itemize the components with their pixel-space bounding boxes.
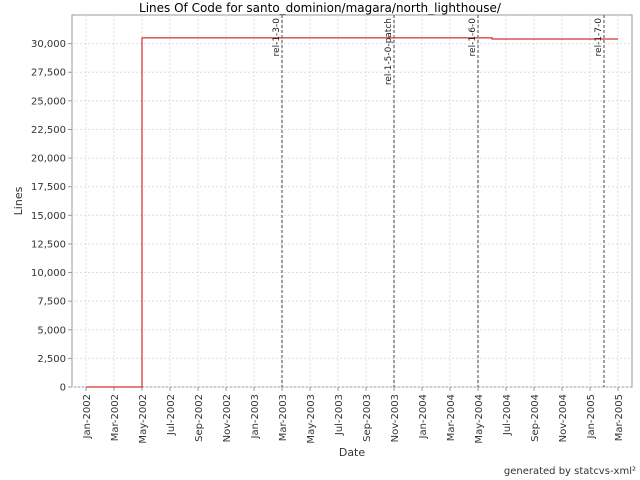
x-tick-label: Jan-2003	[250, 394, 261, 439]
x-tick-label: Jul-2004	[502, 394, 513, 436]
x-tick-label: May-2004	[474, 394, 485, 444]
plot-area	[71, 14, 633, 388]
y-tick-label: 7,500	[37, 297, 66, 308]
x-tick-label: Nov-2002	[222, 394, 233, 442]
x-tick-label: Jul-2002	[166, 394, 177, 436]
x-tick-label: May-2003	[306, 394, 317, 444]
y-tick-label: 30,000	[31, 39, 66, 50]
chart-title: Lines Of Code for santo_dominion/magara/…	[139, 1, 502, 15]
release-label: rel-1-6-0	[468, 18, 478, 57]
footer: generated by statcvs-xml²	[504, 466, 636, 477]
x-tick-label: Mar-2002	[110, 394, 121, 441]
x-tick-label: Mar-2003	[278, 394, 289, 441]
y-tick-label: 25,000	[31, 96, 66, 107]
x-tick-label: Jan-2002	[82, 394, 93, 439]
x-tick-label: Mar-2004	[446, 394, 457, 441]
release-label: rel-1-7-0	[594, 18, 604, 57]
y-axis-label: Lines	[12, 186, 25, 215]
release-label: rel-1-3-0	[272, 18, 282, 57]
y-tick-label: 2,500	[37, 354, 66, 365]
y-tick-label: 12,500	[31, 239, 66, 250]
x-tick-label: Sep-2004	[530, 394, 541, 442]
x-tick-label: Nov-2004	[558, 394, 569, 442]
x-tick-label: May-2002	[138, 394, 149, 444]
x-tick-label: Jan-2005	[586, 394, 597, 439]
x-tick-label: Mar-2005	[614, 394, 625, 441]
x-tick-label: Nov-2003	[390, 394, 401, 442]
x-tick-label: Jan-2004	[418, 394, 429, 439]
y-tick-label: 5,000	[37, 325, 66, 336]
y-tick-label: 10,000	[31, 268, 66, 279]
x-tick-label: Sep-2002	[194, 394, 205, 442]
data-line	[86, 37, 618, 388]
release-label: rel-1-5-0-patch	[384, 18, 394, 85]
y-tick-label: 22,500	[31, 125, 66, 136]
y-tick-label: 0	[60, 383, 66, 394]
y-tick-label: 27,500	[31, 68, 66, 79]
x-tick-label: Jul-2003	[334, 394, 345, 436]
y-tick-label: 17,500	[31, 182, 66, 193]
x-tick-label: Sep-2003	[362, 394, 373, 442]
y-tick-label: 20,000	[31, 154, 66, 165]
x-axis-label: Date	[339, 446, 366, 459]
y-tick-label: 15,000	[31, 211, 66, 222]
